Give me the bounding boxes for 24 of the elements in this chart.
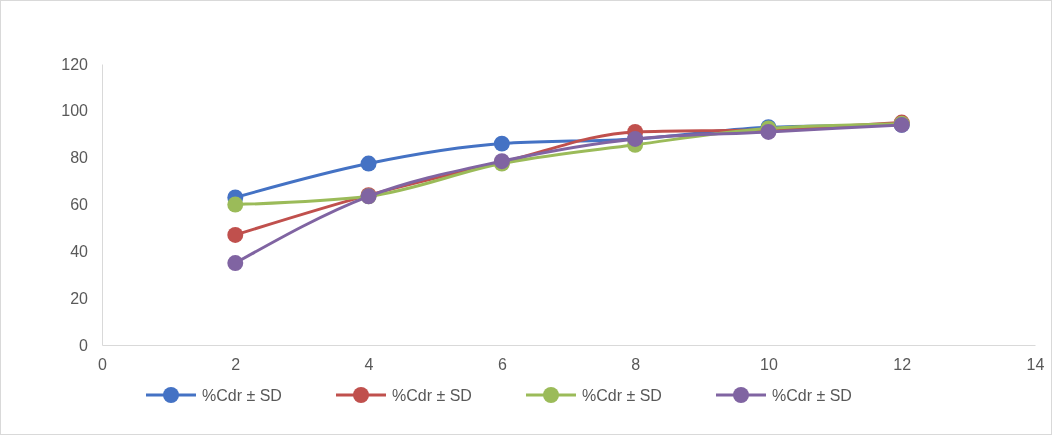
point	[360, 155, 377, 172]
x-tick-label: 10	[760, 356, 778, 374]
legend-label: %Cdr ± SD	[772, 386, 852, 404]
point	[227, 255, 244, 271]
y-tick-label: 40	[70, 242, 89, 260]
legend-label: %Cdr ± SD	[202, 386, 282, 404]
legend-label: %Cdr ± SD	[392, 386, 472, 404]
point	[227, 196, 244, 213]
x-tick-label: 0	[98, 356, 108, 374]
y-tick-label: 0	[79, 336, 89, 354]
x-tick-label: 4	[364, 356, 374, 374]
y-tick-label: 60	[70, 196, 89, 214]
x-tick-label: 6	[497, 356, 507, 374]
x-tick-label: 2	[231, 356, 241, 374]
y-tick-label: 80	[70, 149, 89, 167]
x-tick-label: 8	[631, 356, 641, 374]
legend-label: %Cdr ± SD	[582, 386, 662, 404]
y-tick-label: 20	[70, 289, 89, 307]
point	[493, 135, 510, 152]
x-tick-label: 12	[893, 356, 912, 374]
y-tick-label: 100	[61, 102, 89, 120]
point	[227, 226, 244, 243]
x-tick-label: 14	[1026, 356, 1045, 374]
y-tick-label: 120	[61, 55, 89, 73]
